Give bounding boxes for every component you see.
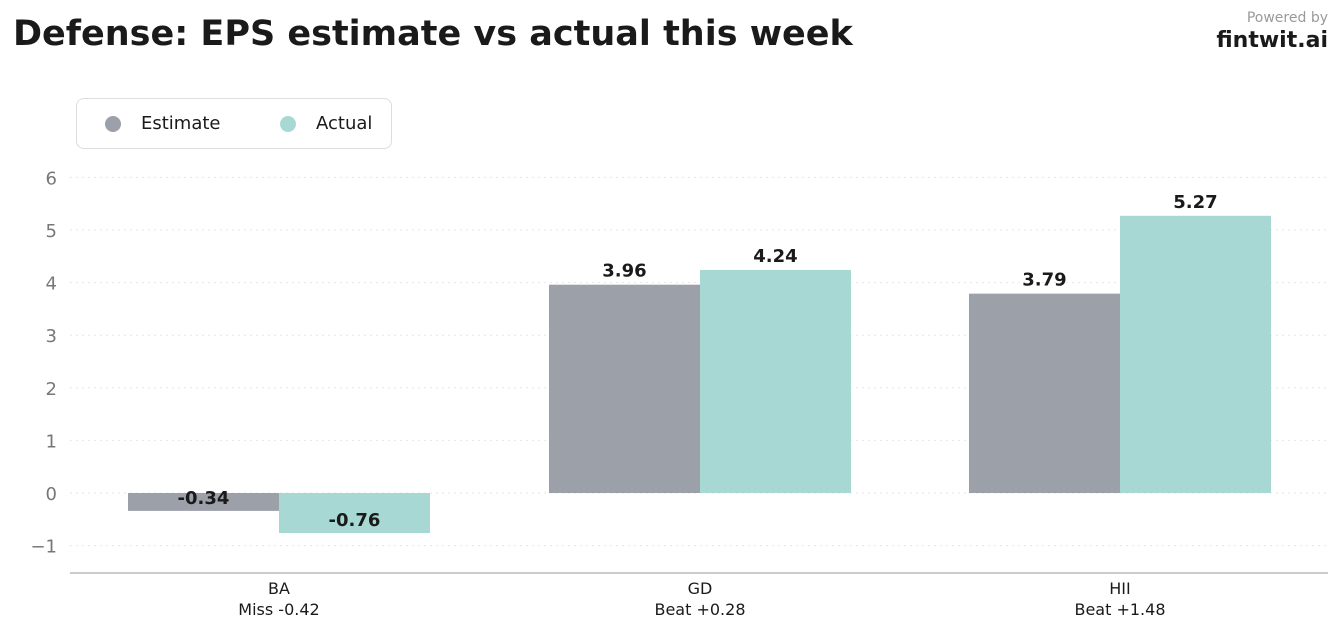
powered-by-label: Powered by (1246, 10, 1328, 26)
bar-estimate-ba (128, 493, 279, 511)
y-tick-label: 2 (46, 379, 57, 400)
y-tick-label: 1 (46, 431, 57, 452)
legend-dot-estimate-icon (105, 116, 121, 132)
bar-actual-gd (700, 269, 851, 493)
x-category-sublabel: Miss -0.42 (238, 600, 319, 619)
bar-actual-ba (279, 493, 430, 533)
y-tick-label: 0 (46, 484, 57, 505)
x-category-sublabel: Beat +1.48 (1074, 600, 1165, 619)
brand-name: fintwit.ai (1216, 28, 1328, 53)
chart-title: Defense: EPS estimate vs actual this wee… (13, 14, 853, 54)
y-tick-label: 4 (46, 274, 57, 295)
y-tick-label: −1 (30, 537, 57, 558)
x-category-label: HII (1109, 579, 1130, 598)
legend-label-estimate: Estimate (141, 113, 221, 134)
y-tick-label: 6 (46, 168, 57, 189)
legend-dot-actual-icon (280, 116, 296, 132)
bar-actual-hii (1120, 215, 1271, 493)
legend-label-actual: Actual (316, 113, 373, 134)
chart-legend: Estimate Actual (76, 98, 392, 149)
y-tick-label: 5 (46, 221, 57, 242)
data-label: 5.27 (1173, 192, 1217, 213)
brand-block: Powered by fintwit.ai (1216, 10, 1328, 53)
data-label: 3.79 (1022, 270, 1066, 291)
x-category-label: BA (268, 579, 290, 598)
data-label: 4.24 (753, 246, 797, 267)
data-label: -0.76 (329, 510, 381, 531)
y-tick-label: 3 (46, 326, 57, 347)
bar-estimate-gd (549, 284, 700, 493)
x-category-label: GD (688, 579, 713, 598)
bar-estimate-hii (969, 293, 1120, 493)
data-label: -0.34 (178, 488, 230, 509)
data-label: 3.96 (602, 261, 646, 282)
x-category-sublabel: Beat +0.28 (654, 600, 745, 619)
